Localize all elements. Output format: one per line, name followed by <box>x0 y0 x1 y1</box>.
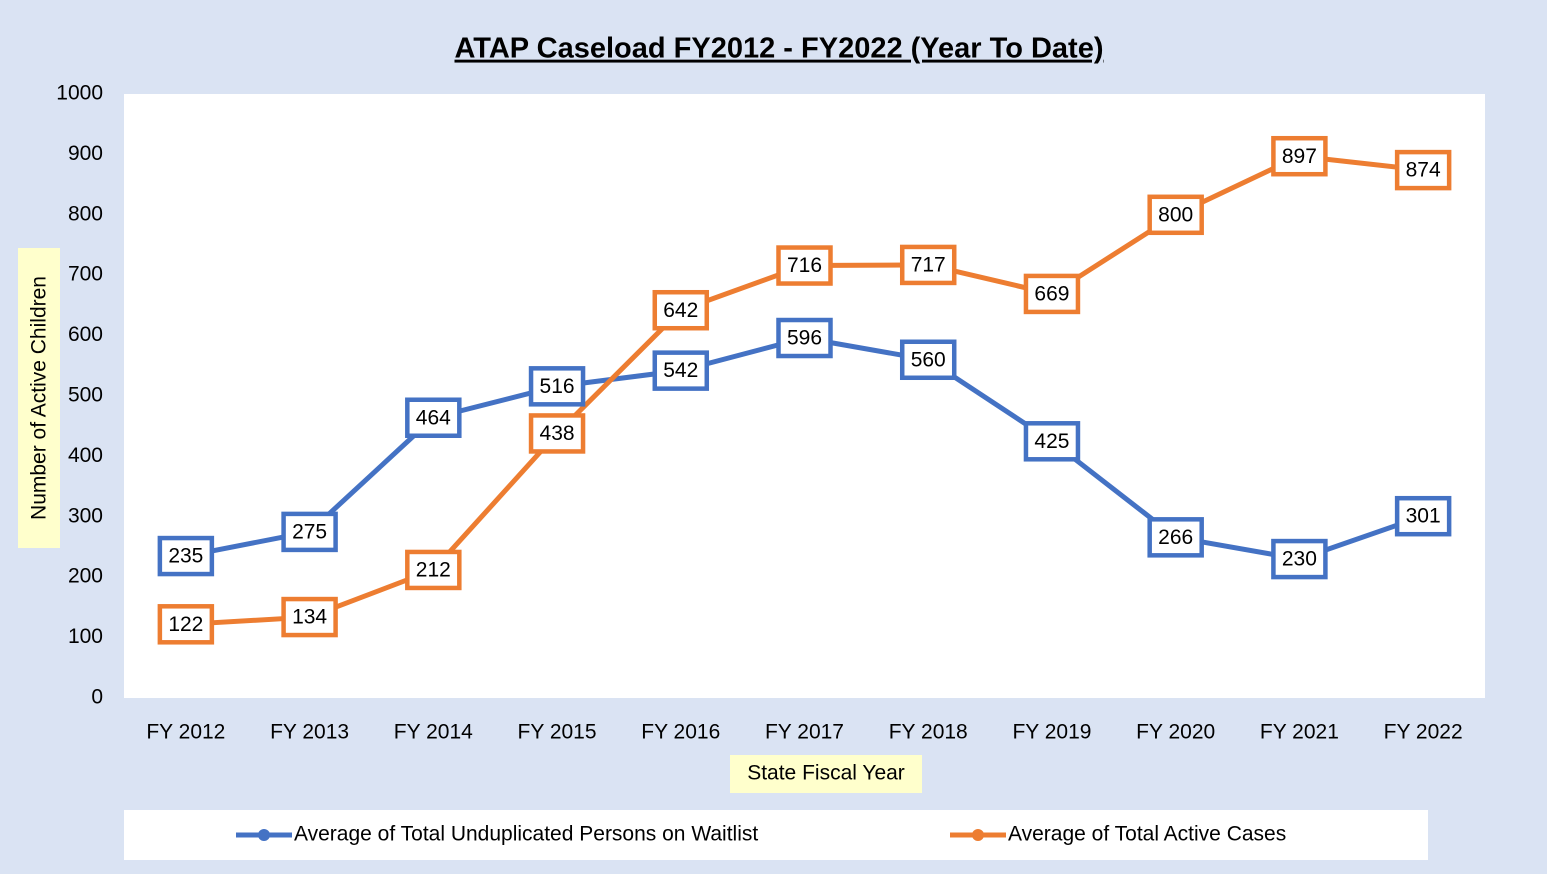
legend-marker <box>972 829 984 841</box>
y-tick-label: 700 <box>68 263 103 286</box>
x-tick-label: FY 2012 <box>146 721 225 744</box>
data-label: 596 <box>787 327 822 350</box>
data-label: 897 <box>1282 145 1317 168</box>
label-box <box>899 244 957 286</box>
legend-label: Average of Total Unduplicated Persons on… <box>294 823 758 846</box>
data-label: 425 <box>1034 430 1069 453</box>
data-label: 800 <box>1158 203 1193 226</box>
x-axis-label: State Fiscal Year <box>747 762 905 785</box>
data-label: 122 <box>168 613 203 636</box>
x-tick-label: FY 2021 <box>1260 721 1339 744</box>
y-tick-label: 600 <box>68 323 103 346</box>
y-tick-label: 100 <box>68 625 103 648</box>
label-box <box>652 289 710 331</box>
data-label: 717 <box>911 253 946 276</box>
data-label: 542 <box>663 359 698 382</box>
label-box <box>1147 517 1204 558</box>
legend-marker <box>258 829 270 841</box>
y-tick-label: 300 <box>68 504 103 527</box>
y-axis-label: Number of Active Children <box>28 276 51 520</box>
x-tick-label: FY 2014 <box>394 721 473 744</box>
legend-box <box>124 810 1428 860</box>
label-box <box>528 413 586 454</box>
data-label: 716 <box>787 254 822 277</box>
y-tick-label: 0 <box>91 686 103 709</box>
data-label: 560 <box>911 348 946 371</box>
x-tick-label: FY 2020 <box>1136 721 1215 744</box>
label-box <box>776 317 833 359</box>
x-label-bg <box>730 755 922 793</box>
y-tick-label: 400 <box>68 444 103 467</box>
label-box <box>157 604 215 645</box>
label-box <box>1023 273 1081 315</box>
label-box <box>405 549 462 591</box>
data-label: 438 <box>540 422 575 445</box>
label-box <box>1271 135 1328 177</box>
data-label: 230 <box>1282 548 1317 571</box>
chart-title: ATAP Caseload FY2012 - FY2022 (Year To D… <box>455 33 1104 65</box>
label-box <box>1147 194 1204 236</box>
x-tick-label: FY 2019 <box>1012 721 1091 744</box>
label-box <box>1394 149 1452 191</box>
y-label-bg <box>18 248 60 548</box>
y-tick-label: 800 <box>68 202 103 225</box>
data-label: 134 <box>292 606 327 629</box>
data-label: 642 <box>663 299 698 322</box>
data-label: 212 <box>416 558 451 581</box>
data-label: 464 <box>416 406 451 429</box>
x-tick-label: FY 2015 <box>518 721 597 744</box>
label-box <box>1271 538 1328 580</box>
label-box <box>157 535 215 577</box>
data-label: 301 <box>1406 505 1441 528</box>
label-box <box>281 511 338 553</box>
data-label: 516 <box>540 375 575 398</box>
data-label: 669 <box>1034 282 1069 305</box>
data-label: 275 <box>292 520 327 543</box>
label-box <box>776 245 833 286</box>
y-tick-label: 1000 <box>56 82 103 105</box>
data-label: 235 <box>168 545 203 568</box>
label-box <box>528 366 586 407</box>
x-tick-label: FY 2016 <box>641 721 720 744</box>
x-tick-label: FY 2017 <box>765 721 844 744</box>
label-box <box>405 397 462 438</box>
label-box <box>899 339 957 381</box>
x-tick-label: FY 2022 <box>1384 721 1463 744</box>
label-box <box>1394 495 1452 537</box>
plot-area <box>124 94 1485 698</box>
label-box <box>1023 421 1081 462</box>
data-label: 874 <box>1406 159 1441 182</box>
y-tick-label: 900 <box>68 142 103 165</box>
x-tick-label: FY 2013 <box>270 721 349 744</box>
label-box <box>652 350 710 391</box>
y-tick-label: 200 <box>68 565 103 588</box>
label-box <box>281 596 338 638</box>
data-label: 266 <box>1158 526 1193 549</box>
y-tick-label: 500 <box>68 384 103 407</box>
x-tick-label: FY 2018 <box>889 721 968 744</box>
legend-label: Average of Total Active Cases <box>1008 823 1286 846</box>
